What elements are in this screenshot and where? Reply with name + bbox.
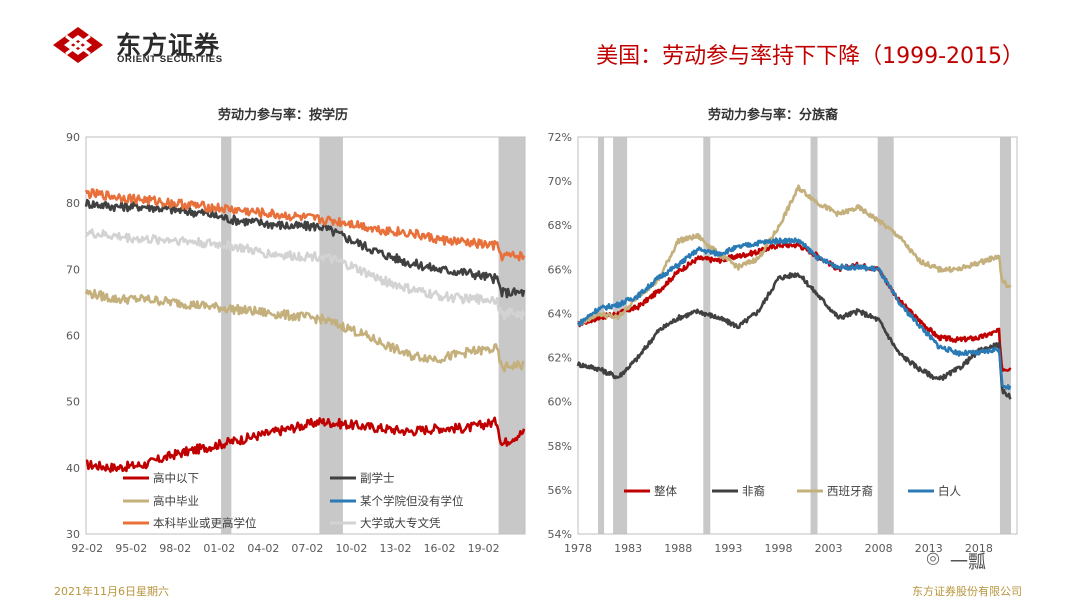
logo-text-en: ORIENT SECURITIES	[117, 54, 223, 65]
legend-label: 某个学院但没有学位	[360, 494, 464, 508]
x-tick-label: 1988	[664, 542, 692, 555]
recession-band	[999, 137, 1011, 534]
y-tick-label: 30	[66, 528, 80, 541]
x-tick-label: 92-02	[71, 542, 103, 555]
x-tick-label: 2013	[915, 542, 943, 555]
x-tick-label: 95-02	[115, 542, 147, 555]
chart-education: 30 40 50 60 70 80 90 92-02 95-02 98-02 01-02 04-02 0…	[66, 131, 526, 555]
y-tick-label: 70%	[548, 175, 572, 188]
recession-band	[703, 137, 711, 534]
y-tick-label: 54%	[548, 528, 572, 541]
x-tick-label: 1978	[564, 542, 592, 555]
logo-text-cn: 东方证券	[116, 31, 221, 60]
series-line-3	[577, 237, 1012, 391]
x-tick-label: 13-02	[380, 542, 412, 555]
y-tick-label: 60	[66, 330, 80, 343]
series-line-0	[85, 416, 526, 473]
series-line-4	[84, 188, 526, 262]
legend-label: 非裔	[742, 484, 765, 498]
x-tick-label: 1998	[764, 542, 792, 555]
x-tick-label: 1993	[714, 542, 742, 555]
x-tick-label: 10-02	[335, 542, 367, 555]
y-tick-label: 62%	[548, 352, 572, 365]
y-tick-label: 66%	[548, 263, 572, 276]
legend-label: 大学或大专文凭	[360, 516, 441, 530]
x-tick-label: 98-02	[159, 542, 191, 555]
recession-band	[598, 137, 605, 534]
y-tick-label: 60%	[548, 396, 572, 409]
legend-label: 白人	[938, 484, 961, 498]
legend-label: 整体	[654, 484, 677, 498]
x-tick-label: 19-02	[468, 542, 500, 555]
chart2-title: 劳动力参与率：分族裔	[708, 108, 839, 123]
y-tick-label: 50	[66, 396, 80, 409]
series-line-1	[576, 272, 1012, 400]
x-tick-label: 1983	[614, 542, 642, 555]
recession-band	[221, 137, 232, 534]
recession-band	[877, 137, 894, 534]
x-tick-label: 07-02	[291, 542, 323, 555]
x-tick-label: 04-02	[247, 542, 279, 555]
footer-company: 东方证券股份有限公司	[912, 585, 1022, 598]
logo-mark-icon	[53, 27, 103, 63]
legend-label: 西班牙裔	[827, 484, 873, 498]
watermark-text: 一瓢	[950, 552, 986, 573]
company-logo	[52, 26, 104, 68]
series-line-2	[84, 288, 525, 373]
footer-date: 2021年11月6日星期六	[54, 585, 169, 598]
wechat-icon: ◎	[926, 548, 940, 567]
x-tick-label: 16-02	[424, 542, 456, 555]
y-tick-label: 40	[66, 462, 80, 475]
x-tick-label: 2018	[965, 542, 993, 555]
y-tick-label: 56%	[548, 484, 572, 497]
plot-frame	[577, 136, 1018, 535]
y-tick-label: 80	[66, 197, 80, 210]
series-line-1	[84, 198, 526, 299]
legend-label: 本科毕业或更高学位	[153, 516, 257, 530]
y-tick-label: 68%	[548, 219, 572, 232]
y-tick-label: 64%	[548, 307, 572, 320]
legend-label: 高中以下	[153, 471, 199, 485]
chart1-title: 劳动力参与率：按学历	[218, 108, 349, 123]
series-line-5	[84, 228, 526, 321]
slide-title: 美国：劳动参与率持下下降（1999-2015）	[596, 44, 1024, 69]
plot-frame	[85, 136, 526, 535]
y-tick-label: 58%	[548, 440, 572, 453]
recession-band	[613, 137, 628, 534]
x-tick-label: 2008	[865, 542, 893, 555]
chart-ethnicity: 54% 56% 58% 60% 62% 64% 66% 68% 70% 72% 1978 1983 19…	[548, 131, 1018, 555]
y-tick-label: 90	[66, 131, 80, 144]
recession-band	[319, 137, 343, 534]
y-tick-label: 72%	[548, 131, 572, 144]
x-tick-label: 2003	[815, 542, 843, 555]
legend-label: 高中毕业	[153, 494, 199, 508]
legend-label: 副学士	[360, 471, 395, 485]
recession-band	[498, 137, 525, 534]
x-tick-label: 01-02	[203, 542, 235, 555]
recession-band	[810, 137, 818, 534]
y-tick-label: 70	[66, 263, 80, 276]
series-line-0	[577, 241, 1012, 372]
